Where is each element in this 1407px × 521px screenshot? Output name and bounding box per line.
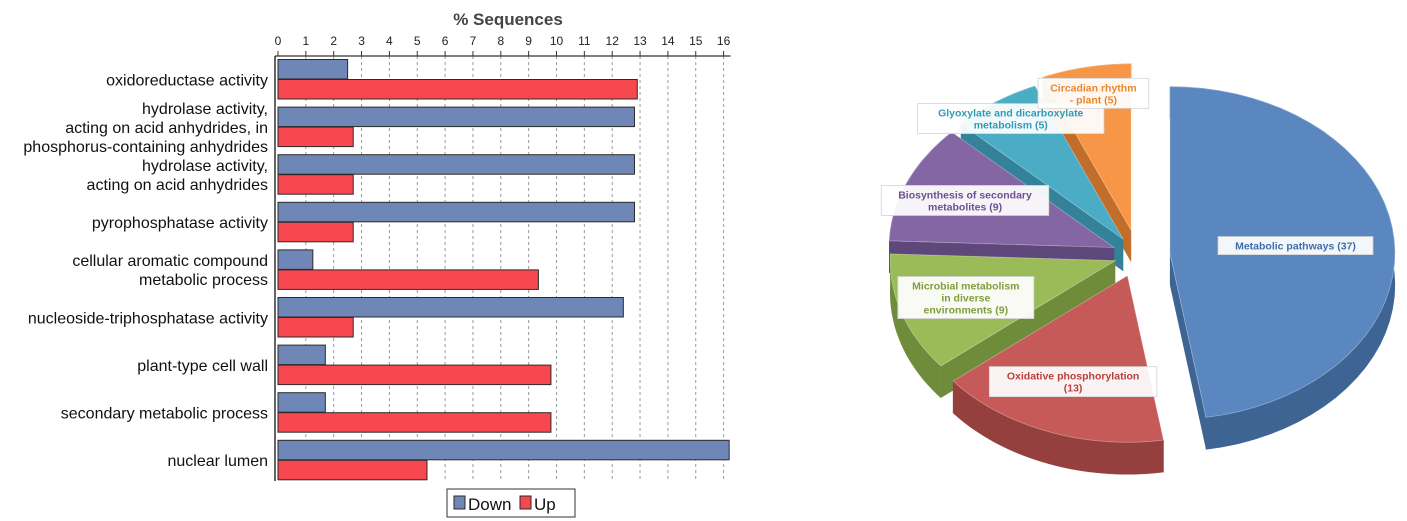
pie-label-text: metabolism (5)	[974, 120, 1048, 132]
x-tick-label: 13	[633, 34, 647, 48]
pie-label-box	[897, 276, 1035, 319]
bar-down	[277, 154, 635, 175]
bar-chart-title: % Sequences	[453, 10, 563, 29]
category-label: metabolic process	[139, 272, 268, 289]
bar-up	[277, 174, 354, 195]
bar-down	[277, 297, 624, 318]
bar-up	[277, 412, 552, 433]
x-tick-label: 15	[689, 34, 703, 48]
category-labels: oxidoreductase activity hydrolase activit…	[23, 72, 268, 470]
legend-label: Up	[534, 495, 556, 514]
bar-down	[277, 439, 730, 461]
pie-slice-labels: Metabolic pathways (37) Oxidative phospho…	[880, 77, 1374, 398]
x-tick-label: 8	[497, 34, 504, 48]
pie-chart: Metabolic pathways (37) Oxidative phospho…	[880, 63, 1396, 475]
x-tick-label: 9	[525, 34, 532, 48]
category-label: secondary metabolic process	[61, 406, 268, 423]
category-label: plant-type cell wall	[137, 358, 268, 375]
category-label: acting on acid anhydrides	[87, 177, 268, 194]
bar-up	[277, 79, 638, 100]
x-tick-label: 14	[661, 34, 675, 48]
legend-box	[446, 488, 576, 518]
legend-label: Down	[468, 495, 511, 514]
gridlines	[305, 56, 725, 481]
x-tick-label: 10	[550, 34, 564, 48]
x-tick-label: 4	[386, 34, 393, 48]
x-tick-label: 2	[330, 34, 337, 48]
category-label: oxidoreductase activity	[106, 72, 268, 89]
bar-up	[277, 459, 428, 481]
bars	[277, 59, 730, 481]
bar-down	[277, 344, 326, 366]
x-tick-label: 3	[358, 34, 365, 48]
category-label: cellular aromatic compound	[72, 253, 268, 270]
x-tick-label: 7	[470, 34, 477, 48]
pie-label-text: Glyoxylate and dicarboxylate	[938, 108, 1083, 120]
legend-swatch	[519, 495, 532, 510]
x-tick-label: 16	[717, 34, 731, 48]
bar-up	[277, 364, 552, 386]
pie-label-text: metabolites (9)	[928, 201, 1002, 213]
pie-label-text: environments (9)	[924, 305, 1009, 317]
category-label: acting on acid anhydrides, in	[65, 120, 268, 137]
axis-lines	[274, 51, 731, 481]
pie-label-box	[1037, 77, 1150, 109]
bar-down	[277, 392, 326, 413]
category-label: hydrolase activity,	[142, 101, 268, 118]
pie-label-text: Oxidative phosphorylation	[1007, 371, 1139, 383]
category-label: nucleoside-triphosphatase activity	[28, 310, 268, 327]
bar-up	[277, 126, 354, 148]
bar-down	[277, 106, 635, 128]
x-tick-label: 12	[606, 34, 620, 48]
pie-label-text: Microbial metabolism	[912, 281, 1019, 293]
x-tick-label: 0	[275, 34, 282, 48]
bar-up	[277, 221, 354, 243]
category-label: nuclear lumen	[168, 453, 269, 470]
x-tick-label: 5	[414, 34, 421, 48]
bar-down	[277, 59, 349, 80]
pie-label-box	[1217, 236, 1374, 255]
pie-label-text: in diverse	[941, 293, 990, 305]
bar-up	[277, 317, 354, 338]
pie-label-text: Metabolic pathways (37)	[1235, 241, 1356, 253]
pie-label-text: Biosynthesis of secondary	[898, 189, 1032, 201]
bar-up	[277, 269, 539, 290]
pie-label-box	[988, 366, 1158, 398]
category-label: hydrolase activity,	[142, 158, 268, 175]
pie-label-text: Circadian rhythm	[1050, 82, 1136, 94]
legend: Down Up	[446, 488, 576, 518]
bar-chart: % Sequences 0 1 2 3 4 5 6 7 8 9 10 11 12 13 14 15 16 oxi…	[23, 10, 731, 518]
pie-slice-cut-face	[1169, 253, 1206, 450]
pie-label-text: - plant (5)	[1070, 94, 1117, 106]
pie-slice	[952, 275, 1164, 443]
x-tick-label: 11	[578, 34, 591, 48]
legend-swatch	[453, 495, 466, 510]
pie-label-text: (13)	[1064, 383, 1083, 395]
category-label: phosphorus-containing anhydrides	[23, 139, 268, 156]
x-tick-label: 1	[303, 34, 310, 48]
x-tick-label: 6	[442, 34, 449, 48]
bar-down	[277, 249, 314, 270]
pie-label-box	[880, 185, 1050, 216]
category-label: pyrophosphatase activity	[92, 215, 268, 232]
bar-down	[277, 201, 635, 223]
x-tick-labels: 0 1 2 3 4 5 6 7 8 9 10 11 12 13 14 15 16	[275, 34, 731, 48]
